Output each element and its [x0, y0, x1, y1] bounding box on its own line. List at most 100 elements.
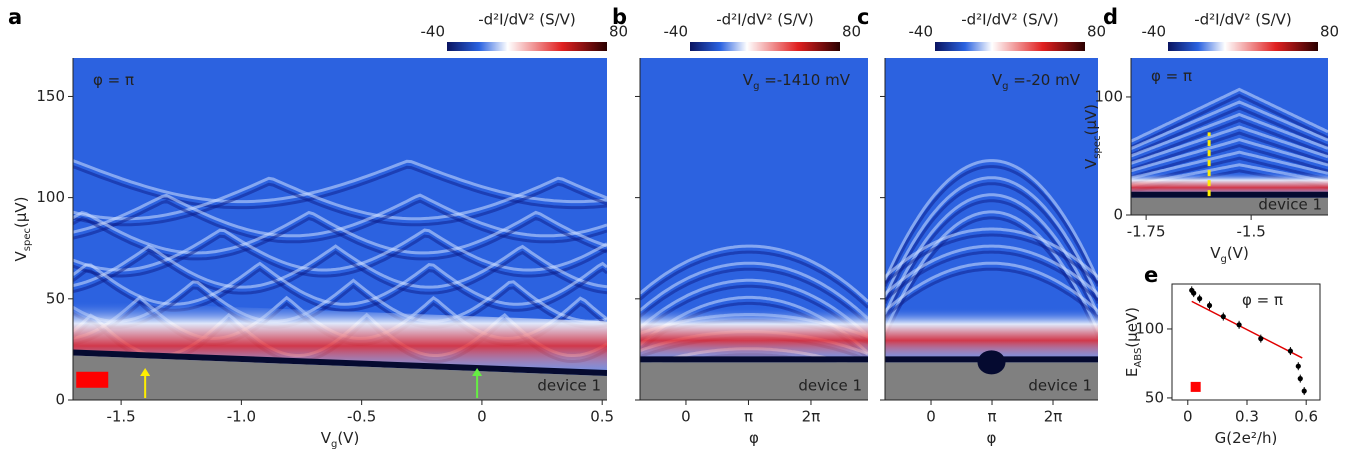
resonance-light	[73, 176, 607, 221]
resonance-dark	[885, 233, 1098, 285]
resonance-dark	[885, 182, 1098, 305]
y-tick-label: 50	[1145, 388, 1164, 406]
annotation-part: φ = π	[93, 71, 134, 89]
annotation-part: g	[753, 81, 759, 92]
x-tick-label: 2π	[1044, 408, 1063, 426]
x-tick-label: -1.5	[106, 408, 135, 426]
heatmap-image	[73, 58, 607, 400]
x-tick-label: -0.5	[347, 408, 376, 426]
annotation: Vg =-20 mV	[992, 71, 1081, 92]
x-tick-label: -1.0	[227, 408, 256, 426]
colorbar	[1168, 42, 1318, 51]
y-axis-label-part: E	[1123, 368, 1141, 377]
x-tick-label: 0	[477, 408, 487, 426]
x-axis-label: Vg(V)	[321, 429, 360, 450]
y-tick-label: 0	[55, 391, 65, 409]
resonance-dark	[1131, 118, 1328, 164]
resonance-light	[73, 261, 607, 306]
colorbar-min: -40	[421, 23, 446, 41]
x-axis-label-part: (V)	[337, 429, 359, 447]
point	[1258, 336, 1264, 342]
resonance-dark	[885, 216, 1098, 339]
arrow-head	[140, 368, 151, 376]
y-axis-label-part: (μV)	[1082, 104, 1100, 136]
resonance-light	[1131, 150, 1328, 180]
colorbar-max: 80	[842, 23, 861, 41]
heatmap-image	[885, 58, 1098, 400]
annotation: φ = π	[1242, 291, 1283, 309]
resonance-light	[73, 244, 607, 289]
arrow-head	[472, 368, 483, 376]
gap-floor	[73, 355, 607, 400]
x-tick-label: π	[744, 408, 753, 426]
annotation: φ = π	[93, 71, 134, 89]
resonance-light	[73, 210, 607, 255]
point	[1206, 302, 1213, 309]
resonance-light	[1131, 87, 1328, 143]
resonance-light	[1131, 100, 1328, 150]
resonance-light	[885, 210, 1098, 333]
x-tick-label: 0.5	[590, 408, 614, 426]
y-axis-label: Vspec(μV)	[12, 197, 33, 262]
x-axis-label-part: φ	[987, 429, 997, 447]
gap-floor	[885, 362, 1098, 400]
gap-edge	[73, 349, 607, 377]
x-tick-label: -1.75	[1127, 223, 1166, 241]
y-tick-label: 0	[1113, 206, 1123, 224]
resonance-dark	[1131, 131, 1328, 171]
annotation: φ = π	[1151, 67, 1192, 85]
resonance-dark	[1131, 93, 1328, 149]
resonance-light	[1131, 125, 1328, 165]
resonance-dark	[885, 267, 1098, 319]
y-axis-label-part: spec	[1092, 136, 1103, 159]
x-axis-label-part: g	[1220, 254, 1226, 265]
colorbar-min: -40	[1142, 23, 1167, 41]
resonance-dark	[1131, 144, 1328, 179]
annotation-part: =-1410 mV	[759, 71, 850, 89]
gap-floor	[640, 362, 868, 400]
resonance-dark	[73, 250, 607, 295]
colorbar-label: -d²I/dV² (S/V)	[1194, 11, 1292, 29]
colorbar-max: 80	[1087, 23, 1106, 41]
x-axis-label-part: G(2e²/h)	[1215, 429, 1278, 447]
colorbar-min: -40	[909, 23, 934, 41]
annotation-part: g	[1002, 81, 1008, 92]
resonance-light	[885, 261, 1098, 313]
y-tick-label: 150	[36, 87, 65, 105]
resonance-light	[1131, 138, 1328, 173]
resonance-light	[640, 278, 868, 337]
marker	[76, 371, 109, 388]
point	[1220, 313, 1226, 320]
x-axis-label-part: (V)	[1227, 244, 1249, 262]
resonance-light	[640, 244, 868, 303]
y-tick-label: 100	[36, 188, 65, 206]
panel-label: a	[8, 5, 22, 29]
x-tick-label: 2π	[802, 408, 821, 426]
x-axis-label: Vg(V)	[1210, 244, 1249, 265]
colorbar-label: -d²I/dV² (S/V)	[961, 11, 1059, 29]
x-tick-label: 0	[926, 408, 936, 426]
colorbar-label: -d²I/dV² (S/V)	[478, 11, 576, 29]
x-axis-label: G(2e²/h)	[1215, 429, 1278, 447]
resonance-light	[1131, 112, 1328, 158]
y-axis-label: Vspec(μV)	[1082, 104, 1103, 169]
y-axis-label-part: V	[1082, 158, 1100, 169]
heatmap-image	[640, 58, 868, 400]
point	[1197, 296, 1203, 302]
panel-label: d	[1103, 5, 1118, 29]
point	[1287, 348, 1293, 354]
panel-label: b	[612, 5, 627, 29]
point	[1301, 388, 1307, 394]
resonance-dark	[73, 182, 607, 227]
annotation-part: V	[992, 71, 1003, 89]
resonance-light	[885, 227, 1098, 279]
point	[1191, 290, 1197, 296]
x-tick-label: 0	[1183, 408, 1193, 426]
resonance-dark	[640, 267, 868, 326]
colorbar-min: -40	[664, 23, 689, 41]
colorbar	[935, 42, 1085, 51]
y-tick-label: 100	[1135, 319, 1164, 337]
y-axis-label-part: (μeV)	[1123, 307, 1141, 348]
x-axis-label-part: g	[331, 439, 337, 450]
